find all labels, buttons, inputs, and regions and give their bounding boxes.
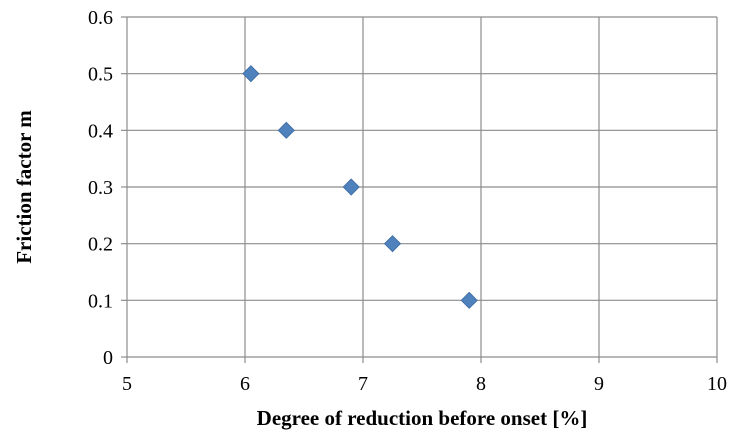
y-tick-label: 0.5: [88, 64, 113, 86]
x-tick-label: 8: [476, 373, 486, 395]
y-tick-label: 0.4: [88, 120, 113, 142]
y-tick-label: 0: [103, 347, 113, 369]
axes: [121, 16, 718, 363]
x-axis-title: Degree of reduction before onset [%]: [257, 406, 588, 430]
data-points: [242, 65, 478, 309]
x-tick-label: 10: [707, 373, 727, 395]
data-point-4: [383, 235, 402, 253]
data-point-5: [460, 291, 478, 309]
data-point-3: [342, 178, 360, 196]
x-tick-label: 5: [122, 373, 132, 395]
y-tick-labels: 0 0.1 0.2 0.3 0.4 0.5 0.6: [88, 7, 113, 369]
grid: [127, 16, 718, 357]
y-tick-label: 0.2: [88, 234, 113, 256]
x-tick-label: 6: [240, 373, 250, 395]
data-point-2: [277, 121, 295, 139]
x-tick-label: 7: [358, 373, 368, 395]
data-point-1: [242, 65, 260, 83]
y-axis-title: Friction factor m: [12, 110, 36, 264]
x-tick-label: 9: [594, 373, 604, 395]
y-tick-label: 0.6: [88, 7, 113, 29]
y-tick-label: 0.3: [88, 177, 113, 199]
y-tick-label: 0.1: [88, 290, 113, 312]
x-tick-labels: 5 6 7 8 9 10: [122, 373, 727, 395]
